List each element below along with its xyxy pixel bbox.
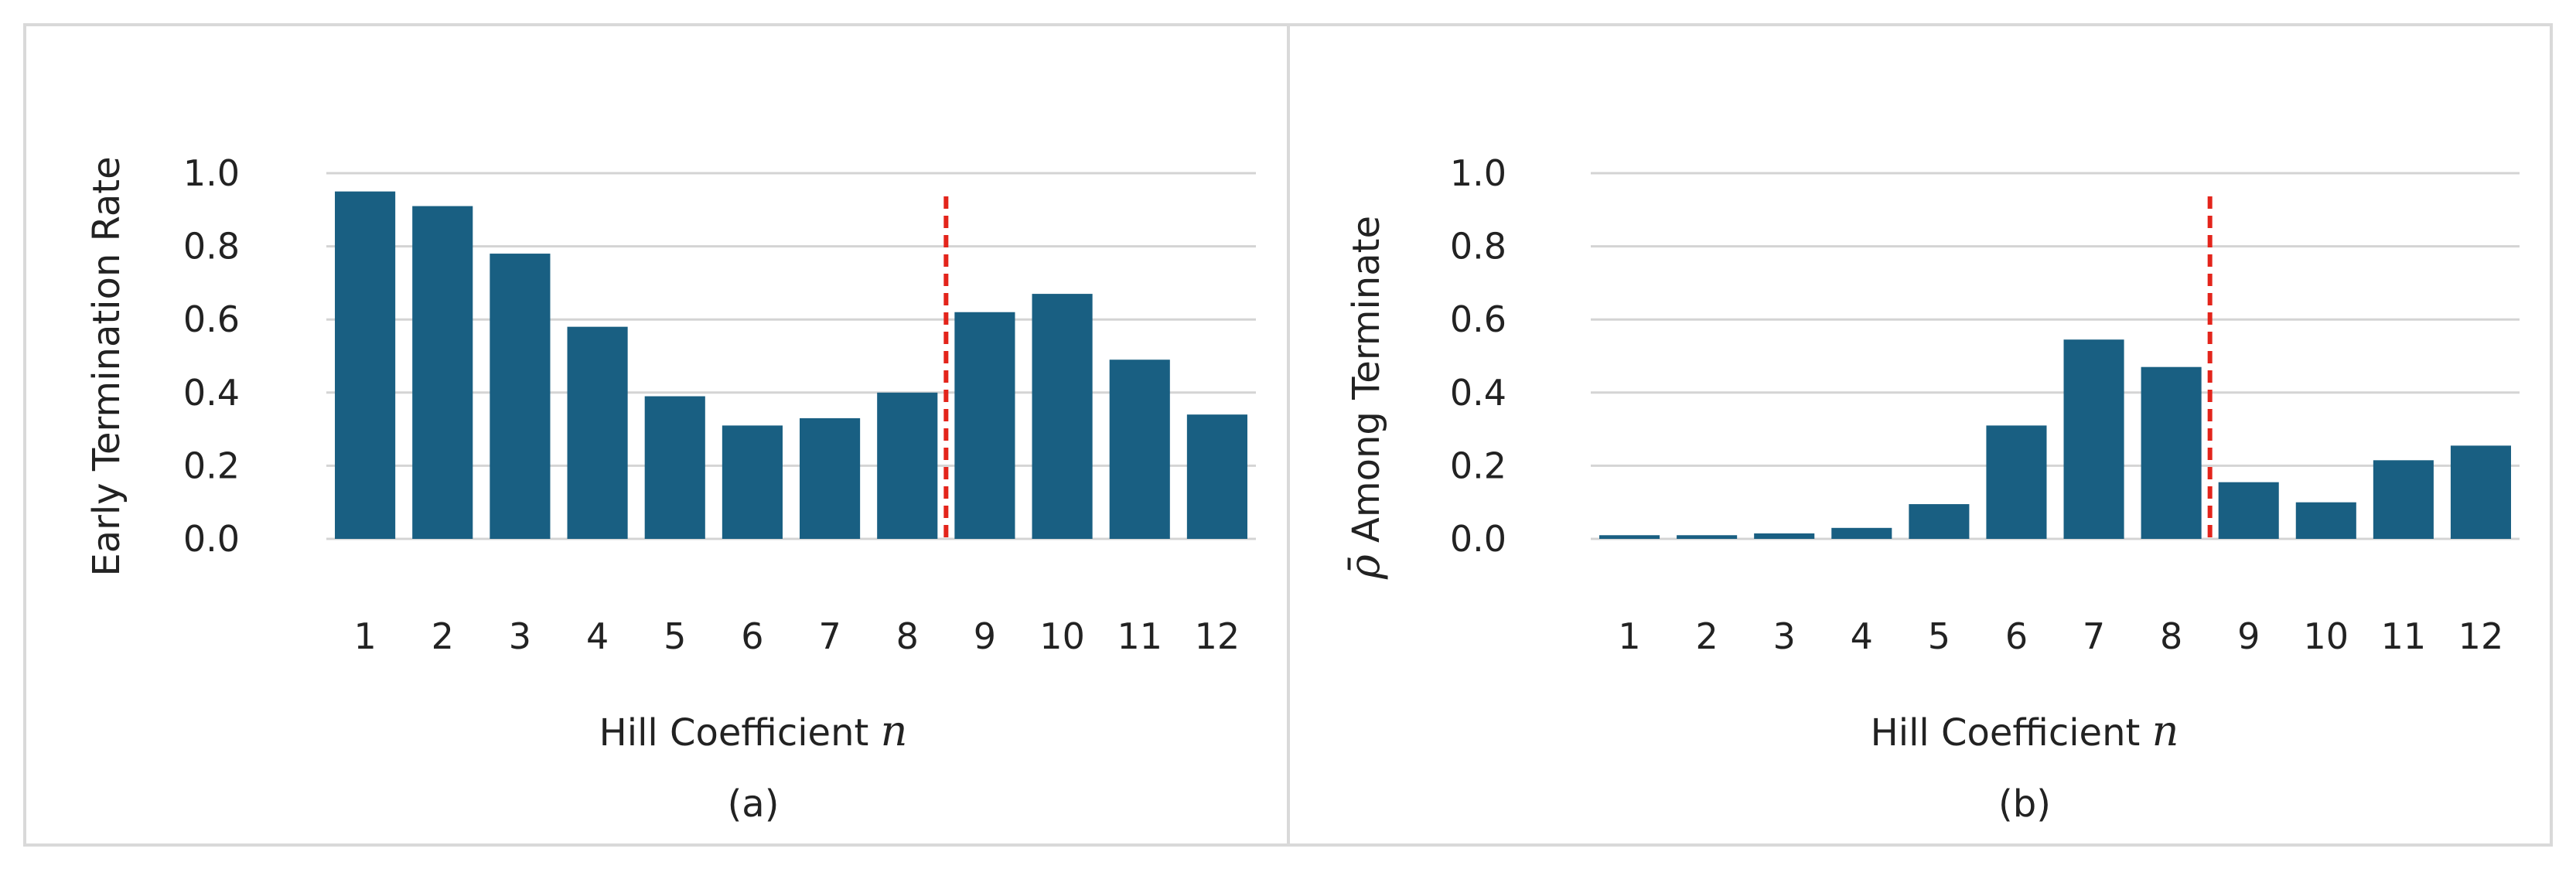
- y-tick-label: 0.0: [183, 518, 240, 560]
- bar: [877, 392, 938, 539]
- x-axis-title: Hill Coefficient n: [599, 707, 908, 755]
- x-tick-label: 7: [2083, 615, 2105, 657]
- x-axis-title-symbol: n: [881, 707, 908, 755]
- x-axis-title-text: Hill Coefficient: [599, 711, 881, 755]
- bar: [1754, 533, 1815, 539]
- bar: [335, 191, 396, 539]
- x-tick-label: 6: [741, 615, 763, 657]
- bar: [2218, 482, 2279, 539]
- bar: [800, 417, 861, 539]
- y-tick-label: 0.2: [1450, 445, 1506, 486]
- x-axis-title-symbol: n: [2152, 707, 2179, 755]
- y-tick-label: 0.2: [183, 445, 240, 486]
- x-tick-label: 8: [896, 615, 919, 657]
- y-axis-title-text: Early Termination Rate: [85, 156, 128, 576]
- bar: [412, 206, 473, 539]
- chart-panel-b: 0.0 0.2 0.4 0.6 0.8 1.0 1 2 3 4 5 6 7 8 9 10 11 12 Hill Co…: [1287, 23, 2553, 847]
- y-axis-title-text: Among Terminate: [1345, 216, 1388, 554]
- y-axis-title: ρ̄ Among Terminate: [1340, 216, 1389, 580]
- y-tick-label: 0.6: [1450, 298, 1506, 340]
- x-tick-label: 4: [1851, 615, 1873, 657]
- x-tick-label: 3: [1773, 615, 1796, 657]
- bar: [644, 396, 705, 539]
- y-tick-label: 0.8: [183, 226, 240, 268]
- bar: [2373, 460, 2434, 539]
- bar: [1599, 535, 1660, 539]
- y-tick-label: 0.4: [183, 372, 240, 414]
- y-tick-label: 0.6: [183, 298, 240, 340]
- x-tick-label: 8: [2160, 615, 2182, 657]
- bar: [2063, 339, 2124, 539]
- x-tick-label: 7: [818, 615, 841, 657]
- x-tick-label: 3: [509, 615, 531, 657]
- bar: [1677, 535, 1738, 539]
- bar: [1186, 414, 1247, 539]
- y-axis-title: Early Termination Rate: [85, 156, 128, 576]
- x-tick-label: 9: [974, 615, 996, 657]
- x-tick-label: 9: [2237, 615, 2260, 657]
- x-tick-label: 12: [2458, 615, 2504, 657]
- y-tick-label: 1.0: [183, 152, 240, 194]
- y-tick-label: 0.4: [1450, 372, 1506, 414]
- bar: [1909, 504, 1970, 539]
- x-tick-label: 4: [586, 615, 609, 657]
- x-tick-label: 10: [2304, 615, 2349, 657]
- x-tick-label: 2: [432, 615, 454, 657]
- bar: [2141, 366, 2202, 539]
- bar: [567, 326, 628, 539]
- bar: [490, 254, 551, 539]
- y-tick-label: 1.0: [1450, 152, 1506, 194]
- chart-panel-a: 0.0 0.2 0.4 0.6 0.8 1.0 1 2 3 4 5 6 7 8 9 10 11 12 Hill Co…: [23, 23, 1291, 847]
- y-axis-title-symbol: ρ̄: [1340, 554, 1389, 580]
- bar: [1986, 425, 2047, 539]
- x-tick-label: 1: [353, 615, 376, 657]
- bar: [954, 312, 1015, 539]
- x-tick-label: 12: [1195, 615, 1240, 657]
- bar: [1032, 294, 1093, 539]
- bar: [2295, 502, 2356, 539]
- y-tick-label: 0.0: [1450, 518, 1506, 560]
- bar: [1831, 527, 1892, 539]
- x-tick-label: 11: [1117, 615, 1162, 657]
- x-tick-label: 5: [1928, 615, 1950, 657]
- x-tick-label: 1: [1618, 615, 1640, 657]
- bar: [722, 425, 783, 539]
- x-tick-label: 6: [2005, 615, 2028, 657]
- x-axis-title: Hill Coefficient n: [1871, 707, 2179, 755]
- bar: [2450, 445, 2511, 539]
- bar: [1109, 360, 1170, 539]
- x-tick-label: 11: [2381, 615, 2427, 657]
- panel-caption: (b): [1998, 782, 2051, 826]
- x-tick-label: 5: [664, 615, 686, 657]
- x-tick-label: 2: [1695, 615, 1718, 657]
- y-tick-label: 0.8: [1450, 226, 1506, 268]
- x-axis-title-text: Hill Coefficient: [1871, 711, 2152, 755]
- x-tick-label: 10: [1039, 615, 1085, 657]
- panel-caption: (a): [728, 782, 780, 826]
